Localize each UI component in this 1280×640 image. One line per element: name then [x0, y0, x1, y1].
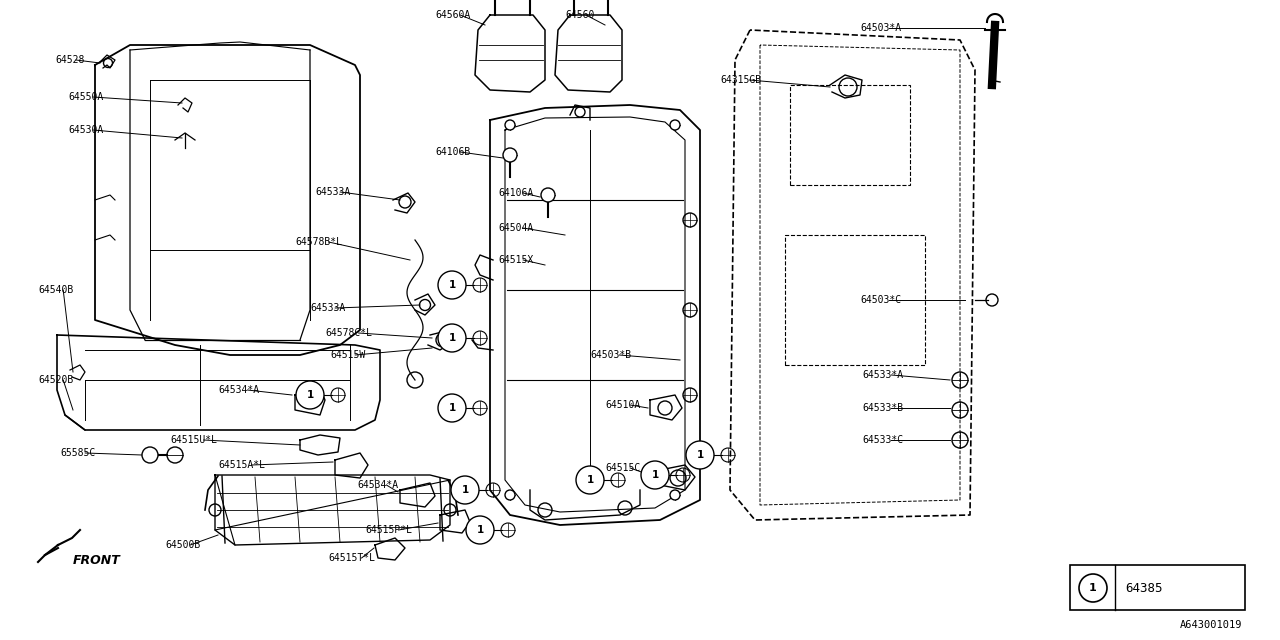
Circle shape [438, 324, 466, 352]
Circle shape [541, 188, 556, 202]
Circle shape [466, 516, 494, 544]
Text: 64533*A: 64533*A [861, 370, 904, 380]
Text: 64503*A: 64503*A [860, 23, 901, 33]
Text: 1: 1 [696, 450, 704, 460]
Text: 64520B: 64520B [38, 375, 73, 385]
Text: 64515P*L: 64515P*L [365, 525, 412, 535]
Text: FRONT: FRONT [73, 554, 120, 566]
Circle shape [451, 476, 479, 504]
Text: 64533*C: 64533*C [861, 435, 904, 445]
Text: 64504A: 64504A [498, 223, 534, 233]
Text: 64550A: 64550A [68, 92, 104, 102]
Text: 64578B*L: 64578B*L [294, 237, 342, 247]
Circle shape [503, 148, 517, 162]
Text: 64534*A: 64534*A [218, 385, 259, 395]
Text: 1: 1 [461, 485, 468, 495]
Circle shape [438, 394, 466, 422]
Text: 1: 1 [306, 390, 314, 400]
Circle shape [686, 441, 714, 469]
Text: 1: 1 [1089, 583, 1097, 593]
Text: 64315GB: 64315GB [719, 75, 762, 85]
Circle shape [506, 490, 515, 500]
Text: 64515T*L: 64515T*L [328, 553, 375, 563]
Text: 65585C: 65585C [60, 448, 95, 458]
Text: 64533A: 64533A [315, 187, 351, 197]
Circle shape [506, 120, 515, 130]
Circle shape [641, 461, 669, 489]
Text: 64578C*L: 64578C*L [325, 328, 372, 338]
Bar [790, 85, 910, 185]
Text: 64530A: 64530A [68, 125, 104, 135]
Text: 64534*A: 64534*A [357, 480, 398, 490]
Text: 64515X: 64515X [498, 255, 534, 265]
Text: 64515C: 64515C [605, 463, 640, 473]
Text: 64540B: 64540B [38, 285, 73, 295]
Text: 64528: 64528 [55, 55, 84, 65]
Text: 1: 1 [476, 525, 484, 535]
Circle shape [576, 466, 604, 494]
Text: 64560: 64560 [564, 10, 594, 20]
Circle shape [142, 447, 157, 463]
Circle shape [669, 120, 680, 130]
Text: 1: 1 [586, 475, 594, 485]
Text: 64515U*L: 64515U*L [170, 435, 218, 445]
Text: 64560A: 64560A [435, 10, 470, 20]
Text: A643001019: A643001019 [1180, 620, 1243, 630]
Text: 64106B: 64106B [435, 147, 470, 157]
Text: 64533A: 64533A [310, 303, 346, 313]
Circle shape [438, 271, 466, 299]
Circle shape [1079, 574, 1107, 602]
Text: 64106A: 64106A [498, 188, 534, 198]
Text: 64515A*L: 64515A*L [218, 460, 265, 470]
Bar [1070, 565, 1245, 610]
Text: 64500B: 64500B [165, 540, 200, 550]
Text: 1: 1 [448, 333, 456, 343]
Text: 64503*C: 64503*C [860, 295, 901, 305]
Text: 64515W: 64515W [330, 350, 365, 360]
Circle shape [669, 490, 680, 500]
Text: 1: 1 [448, 403, 456, 413]
Bar [785, 235, 925, 365]
Text: 1: 1 [448, 280, 456, 290]
Text: 64503*B: 64503*B [590, 350, 631, 360]
Circle shape [296, 381, 324, 409]
Text: 64510A: 64510A [605, 400, 640, 410]
Text: 1: 1 [652, 470, 659, 480]
Text: 64533*B: 64533*B [861, 403, 904, 413]
Text: 64385: 64385 [1125, 582, 1162, 595]
